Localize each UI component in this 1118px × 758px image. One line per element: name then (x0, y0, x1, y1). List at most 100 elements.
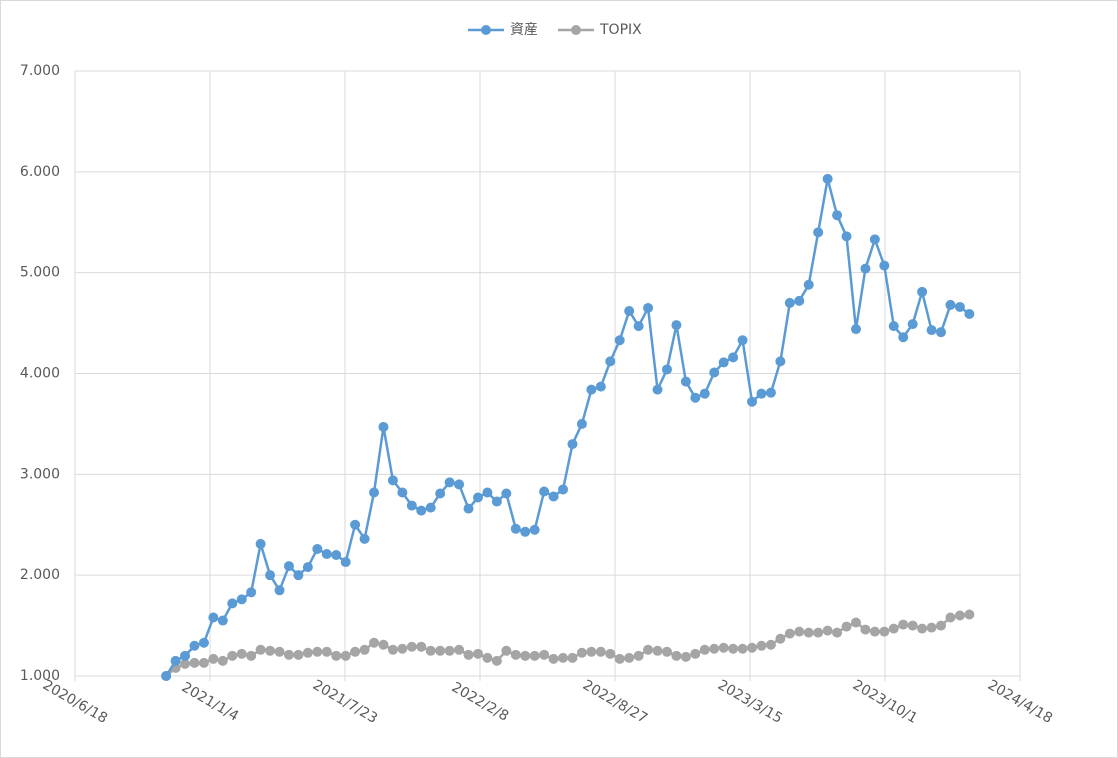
data-point (510, 649, 521, 660)
data-point (576, 647, 587, 658)
data-point (803, 627, 814, 638)
data-point (586, 384, 597, 395)
data-point (643, 302, 654, 313)
data-point (312, 543, 323, 554)
data-point (180, 650, 191, 661)
data-point (728, 643, 739, 654)
data-point (888, 623, 899, 634)
data-point (369, 487, 380, 498)
data-point (624, 305, 635, 316)
legend-marker (481, 25, 491, 35)
data-point (747, 396, 758, 407)
data-point (397, 643, 408, 654)
data-point (255, 538, 266, 549)
data-point (198, 657, 209, 668)
data-point (879, 626, 890, 637)
data-point (567, 439, 578, 450)
data-point (671, 320, 682, 331)
data-point (869, 626, 880, 637)
data-point (680, 376, 691, 387)
data-point (586, 646, 597, 657)
y-tick-label: 3.000 (20, 466, 60, 482)
data-point (501, 488, 512, 499)
data-point (217, 655, 228, 666)
data-point (444, 477, 455, 488)
data-point (737, 643, 748, 654)
data-point (331, 650, 342, 661)
data-point (643, 644, 654, 655)
data-point (283, 649, 294, 660)
data-point (539, 649, 550, 660)
data-point (709, 643, 720, 654)
data-point (472, 492, 483, 503)
data-point (293, 570, 304, 581)
data-point (888, 321, 899, 332)
data-point (917, 286, 928, 297)
data-point (463, 649, 474, 660)
data-point (671, 650, 682, 661)
data-point (595, 646, 606, 657)
data-point (454, 479, 465, 490)
data-point (728, 352, 739, 363)
data-point (369, 637, 380, 648)
data-point (482, 487, 493, 498)
data-point (614, 335, 625, 346)
data-point (822, 625, 833, 636)
legend-marker (571, 25, 581, 35)
data-point (822, 173, 833, 184)
legend-label: 資産 (510, 22, 538, 38)
y-tick-label: 6.000 (20, 164, 60, 180)
data-point (416, 641, 427, 652)
data-point (747, 642, 758, 653)
data-point (898, 619, 909, 630)
legend-item: 資産 (468, 22, 538, 38)
data-point (652, 645, 663, 656)
data-point (321, 646, 332, 657)
data-point (879, 260, 890, 271)
data-point (246, 650, 257, 661)
data-point (945, 612, 956, 623)
data-point (794, 295, 805, 306)
data-point (387, 644, 398, 655)
data-point (832, 210, 843, 221)
data-point (624, 652, 635, 663)
data-point (236, 648, 247, 659)
data-point (529, 524, 540, 535)
data-point (472, 648, 483, 659)
data-point (302, 562, 313, 573)
data-point (633, 321, 644, 332)
data-point (690, 392, 701, 403)
data-point (794, 626, 805, 637)
data-point (737, 335, 748, 346)
data-point (841, 621, 852, 632)
data-point (359, 533, 370, 544)
data-point (454, 644, 465, 655)
data-point (208, 653, 219, 664)
data-point (350, 519, 361, 530)
data-point (813, 227, 824, 238)
data-point (595, 381, 606, 392)
data-point (907, 620, 918, 631)
data-point (558, 652, 569, 663)
data-point (954, 301, 965, 312)
data-point (529, 650, 540, 661)
legend-label: TOPIX (599, 22, 642, 38)
data-point (680, 651, 691, 662)
data-point (813, 627, 824, 638)
data-point (841, 231, 852, 242)
data-point (860, 263, 871, 274)
data-point (425, 502, 436, 513)
data-point (331, 550, 342, 560)
data-point (293, 649, 304, 660)
data-point (954, 610, 965, 621)
data-point (227, 598, 238, 609)
data-point (520, 526, 531, 537)
data-point (605, 356, 616, 367)
data-point (850, 324, 861, 335)
data-point (236, 594, 247, 605)
data-point (189, 640, 200, 651)
y-tick-label: 4.000 (20, 366, 60, 382)
data-point (378, 421, 389, 432)
